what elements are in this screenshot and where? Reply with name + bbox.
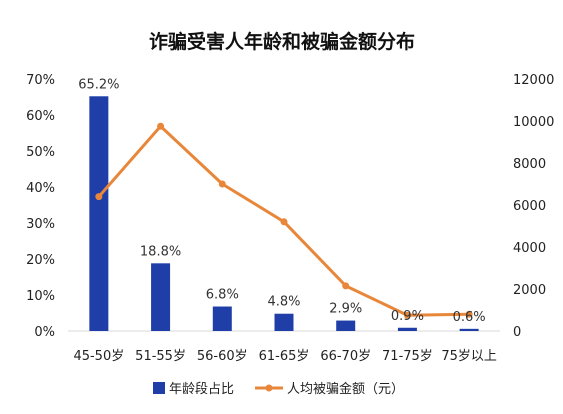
line-point xyxy=(342,282,350,290)
y-left-tick-label: 20% xyxy=(26,253,55,268)
line-point xyxy=(403,311,411,319)
x-tick-label: 61-65岁 xyxy=(259,349,310,364)
y-left-tick-label: 40% xyxy=(26,181,55,196)
bar xyxy=(274,313,294,331)
bar-data-label: 2.9% xyxy=(329,302,362,317)
legend-label: 年龄段占比 xyxy=(169,382,234,397)
y-right-tick-label: 12000 xyxy=(513,73,554,88)
bar xyxy=(336,320,356,331)
line-point xyxy=(280,218,288,226)
x-tick-label: 71-75岁 xyxy=(382,349,433,364)
x-tick-label: 75岁以上 xyxy=(441,349,497,364)
legend-swatch-bar xyxy=(153,382,165,394)
bar xyxy=(459,328,479,331)
plot-area: 0% 10% 20% 30% 40% 50% 60% 70% 0 2000 4000 6000 8000… xyxy=(26,73,554,364)
y-right-tick-label: 6000 xyxy=(513,199,546,214)
y-right-tick-label: 10000 xyxy=(513,115,554,130)
bar xyxy=(151,263,171,331)
bar-data-label: 18.8% xyxy=(140,244,181,259)
legend-swatch-marker xyxy=(265,384,273,392)
legend-label: 人均被骗金额（元） xyxy=(287,381,404,397)
x-tick-label: 66-70岁 xyxy=(320,349,371,364)
bar-data-label: 0.9% xyxy=(391,309,424,324)
y-left-tick-label: 50% xyxy=(26,145,55,160)
bar xyxy=(89,96,109,331)
bar xyxy=(212,306,232,331)
y-right-tick-label: 0 xyxy=(513,325,521,340)
x-tick-label: 56-60岁 xyxy=(197,349,248,364)
x-tick-label: 51-55岁 xyxy=(135,349,186,364)
bar-data-label: 65.2% xyxy=(78,77,119,92)
y-left-tick-label: 70% xyxy=(26,73,55,88)
line-point xyxy=(95,193,103,201)
bar-data-label: 0.6% xyxy=(453,310,486,325)
line-point xyxy=(465,310,473,318)
y-left-tick-label: 30% xyxy=(26,217,55,232)
legend: 年龄段占比 人均被骗金额（元） xyxy=(153,381,404,397)
y-left-tick-label: 0% xyxy=(34,325,55,340)
x-tick-label: 45-50岁 xyxy=(73,349,124,364)
y-right-tick-label: 8000 xyxy=(513,157,546,172)
y-left-tick-label: 10% xyxy=(26,289,55,304)
bar-data-label: 4.8% xyxy=(267,295,300,310)
chart-title: 诈骗受害人年龄和被骗金额分布 xyxy=(149,30,415,53)
bar-data-label: 6.8% xyxy=(206,288,239,303)
bar xyxy=(397,327,417,331)
y-right-tick-label: 4000 xyxy=(513,241,546,256)
line-point xyxy=(218,180,226,188)
y-right-tick-label: 2000 xyxy=(513,283,546,298)
line-point xyxy=(157,122,165,130)
y-left-tick-label: 60% xyxy=(26,109,55,124)
